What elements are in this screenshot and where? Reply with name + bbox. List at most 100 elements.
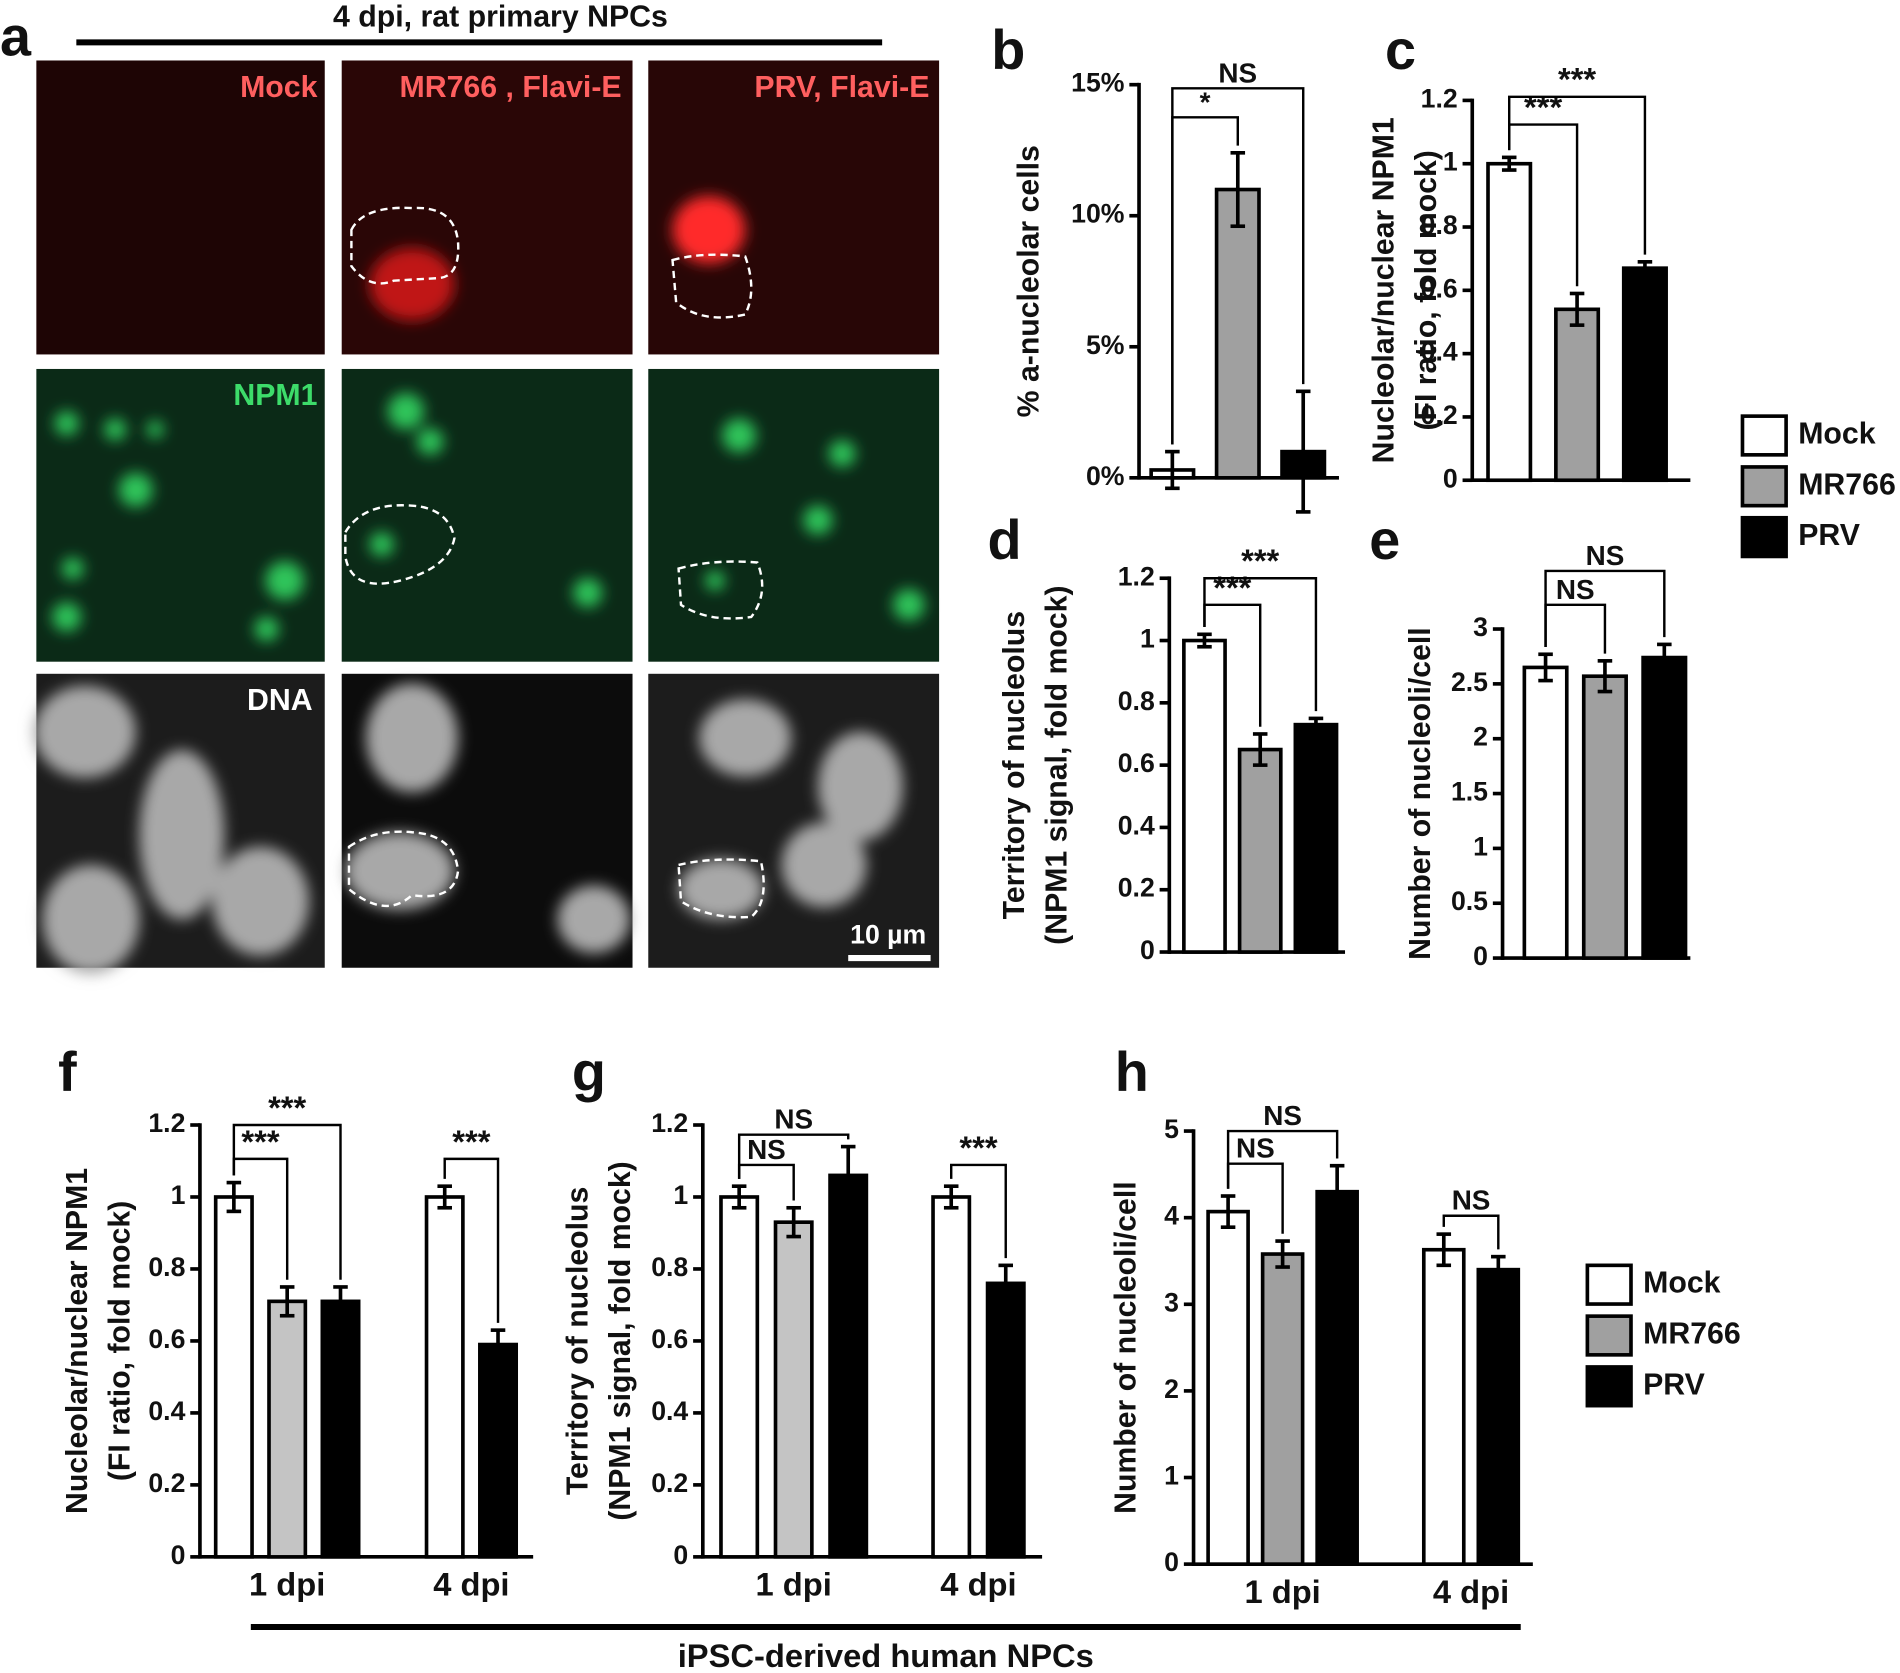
chart-panel: b % a-nucleolar cells 0% 5% 10% 15% *NS [991,19,1339,514]
y-tick-label: 3 [1164,1287,1179,1317]
y-tick-label: 0.8 [1421,210,1458,240]
y-tick-label: 1 [1140,624,1155,654]
chart-panel: c Nucleolar/nuclear NPM1 (FI ratio, fold m… [1367,19,1896,559]
y-tick-label: 2 [1473,722,1488,752]
significance-label: NS [774,1104,813,1135]
significance-bracket [737,1133,850,1179]
bar [773,1220,814,1559]
significance-label: NS [1218,57,1257,88]
significance-bracket [1508,95,1647,255]
y-tick-label: 3 [1473,612,1488,642]
error-bar [1597,659,1613,694]
y-tick-label: 1.2 [1118,561,1155,591]
bar [1214,187,1261,480]
cell-outline [344,206,765,919]
legend-label: MR766 [1798,468,1896,501]
y-axis-label: Nucleolar/nuclear NPM1 [61,1168,94,1514]
error-bar [1165,449,1180,491]
bar [424,1195,465,1559]
y-tick-label: 1.5 [1451,777,1488,807]
bar [1621,266,1668,483]
y-axis-label: Territory of nucleolus [562,1187,595,1495]
significance-label: NS [1236,1133,1275,1164]
error-bar [998,1263,1014,1304]
significance-bracket [1442,1214,1500,1250]
panel-letter: c [1385,19,1416,81]
y-axis-label: % a-nucleolar cells [1012,145,1045,417]
significance-bracket [1544,569,1666,648]
row-label: DNA [247,684,313,717]
error-bar [1252,732,1268,767]
panel-a: a 4 dpi, rat primary NPCs [0,1,940,974]
bar [1522,665,1569,960]
error-bar [1295,389,1311,514]
significance-label: *** [1524,89,1562,126]
error-bar [1657,642,1672,673]
y-axis-label: (FI ratio, fold mock) [1410,150,1443,430]
column-label: MR766 , Flavi-E [400,71,622,104]
panel-letter: d [988,509,1022,571]
error-bar [786,1205,801,1239]
error-bar [490,1328,506,1361]
significance-label: NS [1263,1100,1302,1131]
y-tick-label: 0 [171,1540,186,1570]
panel-letter: b [991,19,1025,81]
significance-bracket [1226,1129,1339,1189]
panel-letter: e [1369,509,1400,571]
y-tick-label: 0 [1443,463,1458,493]
error-bar [1230,151,1246,229]
bar [213,1195,254,1559]
y-tick-label: 0.6 [651,1324,688,1354]
y-tick-label: 5% [1086,330,1125,360]
y-tick-label: 1 [673,1180,688,1210]
error-bar [731,1184,747,1210]
y-tick-label: 0.2 [1421,400,1458,430]
error-bar [1569,291,1585,327]
error-bar [1436,1232,1452,1268]
y-tick-label: 1.2 [1421,83,1458,113]
y-tick-label: 0 [673,1540,688,1570]
image [648,368,940,662]
bar [320,1299,361,1559]
y-tick-label: 0.8 [651,1252,688,1282]
y-axis-label: Nucleolar/nuclear NPM1 [1367,117,1400,463]
y-tick-label: 15% [1071,68,1124,98]
significance-bracket [1203,577,1318,712]
bar [1206,1209,1250,1566]
error-bar [333,1285,348,1318]
significance-label: NS [1452,1185,1491,1216]
legend-label: PRV [1798,519,1860,552]
y-tick-label: 1.2 [651,1108,688,1138]
legend-swatch [1740,465,1788,508]
nuclei [33,683,903,974]
bar [267,1299,308,1559]
bar [985,1281,1026,1559]
bar [1421,1247,1466,1566]
y-axis-label: Territory of nucleolus [998,611,1031,919]
bar [1293,722,1339,954]
error-bar [226,1180,242,1214]
image [341,368,633,662]
y-tick-label: 0.6 [1421,273,1458,303]
error-bar [943,1184,959,1210]
y-axis-label: Number of nucleoli/cell [1109,1181,1142,1514]
y-tick-label: 0.2 [1118,873,1155,903]
significance-label: * [1200,86,1211,117]
y-tick-label: 2 [1164,1374,1179,1404]
error-bar [1308,716,1324,733]
y-tick-label: 5 [1164,1114,1179,1144]
y-tick-label: 0.6 [1118,748,1155,778]
x-tick-label: 4 dpi [940,1566,1016,1603]
chart-panel: h Number of nucleoli/cell 0 1 2 3 4 5 1 dpi 4 dpi… [1109,1041,1740,1610]
column-label: PRV, Flavi-E [754,71,929,104]
y-tick-label: 0 [1140,935,1155,965]
y-tick-label: 0% [1086,461,1125,491]
chart-panel: g Territory of nucleolus (NPM1 signal, fol… [562,1041,1043,1603]
bar [1260,1252,1305,1566]
legend-label: Mock [1643,1267,1721,1300]
y-tick-label: 0.8 [148,1252,185,1282]
image [36,368,325,662]
legend-label: PRV [1643,1368,1705,1401]
legend-label: MR766 [1643,1318,1741,1351]
x-tick-label: 1 dpi [249,1566,325,1603]
